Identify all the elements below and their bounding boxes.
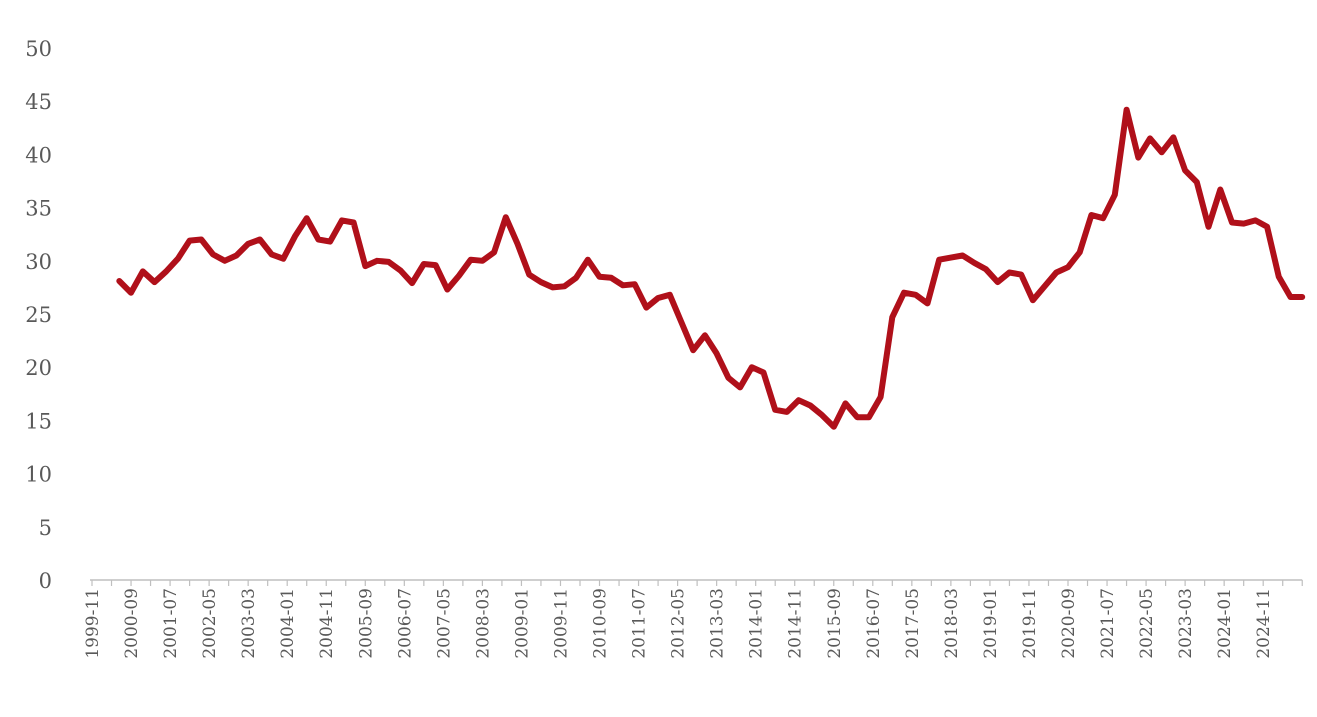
x-tick-label: 2017-05: [903, 588, 923, 659]
series-line: [116, 106, 1306, 430]
series-layer: [116, 106, 1306, 430]
x-tick-label: 2005-09: [356, 588, 376, 659]
y-tick-label: 10: [25, 463, 52, 487]
x-tick-label: 2023-03: [1176, 588, 1196, 659]
x-tick-label: 2019-01: [981, 588, 1001, 659]
x-tick-label: 2018-03: [942, 588, 962, 659]
x-tick-label: 2014-11: [786, 588, 806, 659]
x-tick-label: 2010-09: [591, 588, 611, 659]
y-tick-label: 35: [25, 197, 52, 221]
y-tick-label: 0: [39, 569, 52, 593]
x-tick-label: 2009-01: [512, 588, 532, 659]
y-tick-label: 25: [25, 303, 52, 327]
x-tick-label: 2009-11: [551, 588, 571, 659]
x-tick-label: 2001-07: [161, 588, 181, 659]
y-tick-label: 30: [25, 250, 52, 274]
x-tick-label: 2024-11: [1254, 588, 1274, 659]
x-tick-label: 2014-01: [747, 588, 767, 659]
y-tick-label: 5: [39, 516, 52, 540]
y-axis-labels: 0 5 10 15 20 25 30 35 40 45 50: [25, 37, 52, 593]
x-tick-label: 2015-09: [825, 588, 845, 659]
y-tick-label: 45: [25, 90, 52, 114]
x-tick-label: 2004-01: [278, 588, 298, 659]
x-tick-label: 2007-05: [434, 588, 454, 659]
x-tick-label: 2024-01: [1215, 588, 1235, 659]
x-tick-label: 2006-07: [395, 588, 415, 659]
x-tick-label: 1999-11: [83, 588, 103, 659]
y-tick-label: 50: [25, 37, 52, 61]
x-tick-label: 2016-07: [864, 588, 884, 659]
y-tick-label: 15: [25, 409, 52, 433]
x-tick-label: 2022-05: [1137, 588, 1157, 659]
x-tick-label: 2012-05: [669, 588, 689, 659]
x-tick-label: 2008-03: [473, 588, 493, 659]
x-tick-label: 2020-09: [1059, 588, 1079, 659]
x-tick-label: 2002-05: [200, 588, 220, 659]
x-tick-label: 2011-07: [630, 588, 650, 659]
y-tick-label: 40: [25, 143, 52, 167]
x-tick-label: 2019-11: [1020, 588, 1040, 659]
x-tick-label: 2004-11: [317, 588, 337, 659]
x-axis: 1999-11 2000-09 2001-07 2002-05 2003-03 2004-…: [83, 579, 1303, 659]
y-tick-label: 20: [25, 356, 52, 380]
x-tick-label: 2013-03: [708, 588, 728, 659]
x-tick-label: 2000-09: [122, 588, 142, 659]
x-tick-label: 2003-03: [239, 588, 259, 659]
x-tick-label: 2021-07: [1098, 588, 1118, 659]
